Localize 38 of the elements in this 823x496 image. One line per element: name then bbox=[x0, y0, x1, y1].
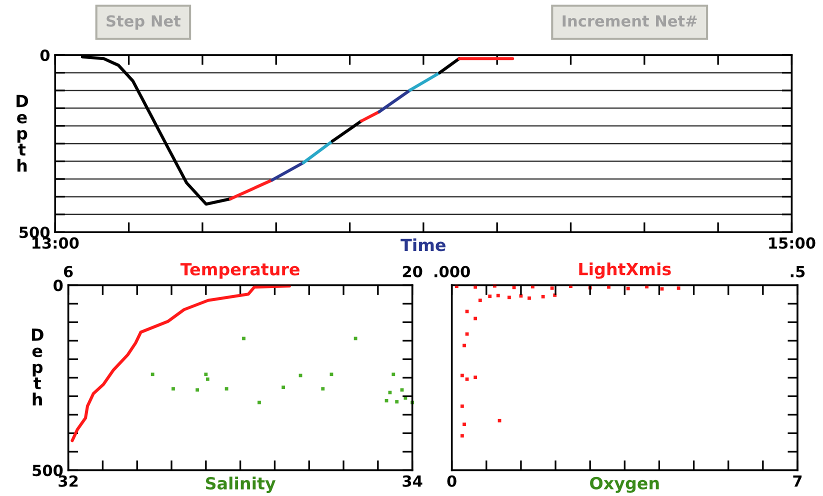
point bbox=[395, 400, 399, 404]
x-tick-label: 34 bbox=[402, 475, 422, 487]
x2-axis-title: LightXmis bbox=[579, 262, 671, 279]
x-axis-title: Salinity bbox=[206, 476, 276, 493]
point bbox=[330, 372, 334, 376]
x2-tick-label: 6 bbox=[64, 266, 73, 278]
x-tick-label: 13:00 bbox=[32, 237, 79, 249]
point bbox=[224, 387, 228, 391]
x-tick-label: 32 bbox=[58, 475, 78, 487]
point bbox=[384, 398, 388, 402]
x2-tick-label: .000 bbox=[434, 266, 470, 278]
point bbox=[172, 387, 175, 391]
point bbox=[242, 336, 246, 340]
point bbox=[354, 336, 358, 340]
x-axis-title: Time bbox=[400, 238, 446, 252]
x-tick-label: 7 bbox=[793, 476, 802, 487]
y-axis-title: Depth bbox=[32, 328, 44, 406]
point bbox=[392, 372, 396, 376]
text: Increment Net# bbox=[562, 15, 697, 27]
x2-axis-title: Temperature bbox=[180, 263, 300, 279]
point bbox=[258, 400, 261, 404]
point bbox=[150, 372, 154, 376]
point bbox=[400, 388, 404, 392]
x-tick-label: 0 bbox=[447, 475, 456, 487]
y-axis-title: Depth bbox=[16, 94, 28, 172]
point bbox=[206, 377, 210, 381]
x-axis-title: Oxygen bbox=[590, 476, 659, 493]
point bbox=[321, 387, 325, 391]
point bbox=[282, 386, 286, 390]
point bbox=[204, 372, 208, 376]
point bbox=[196, 388, 200, 392]
x-tick-label: 15:00 bbox=[769, 237, 816, 249]
y-tick-label: 0 bbox=[40, 50, 50, 62]
x2-tick-label: .5 bbox=[790, 266, 805, 278]
y-tick-label: 500 bbox=[20, 226, 50, 238]
x2-tick-label: 20 bbox=[402, 266, 422, 278]
text: Step Net bbox=[106, 15, 181, 30]
y-tick-label: 500 bbox=[32, 464, 63, 476]
